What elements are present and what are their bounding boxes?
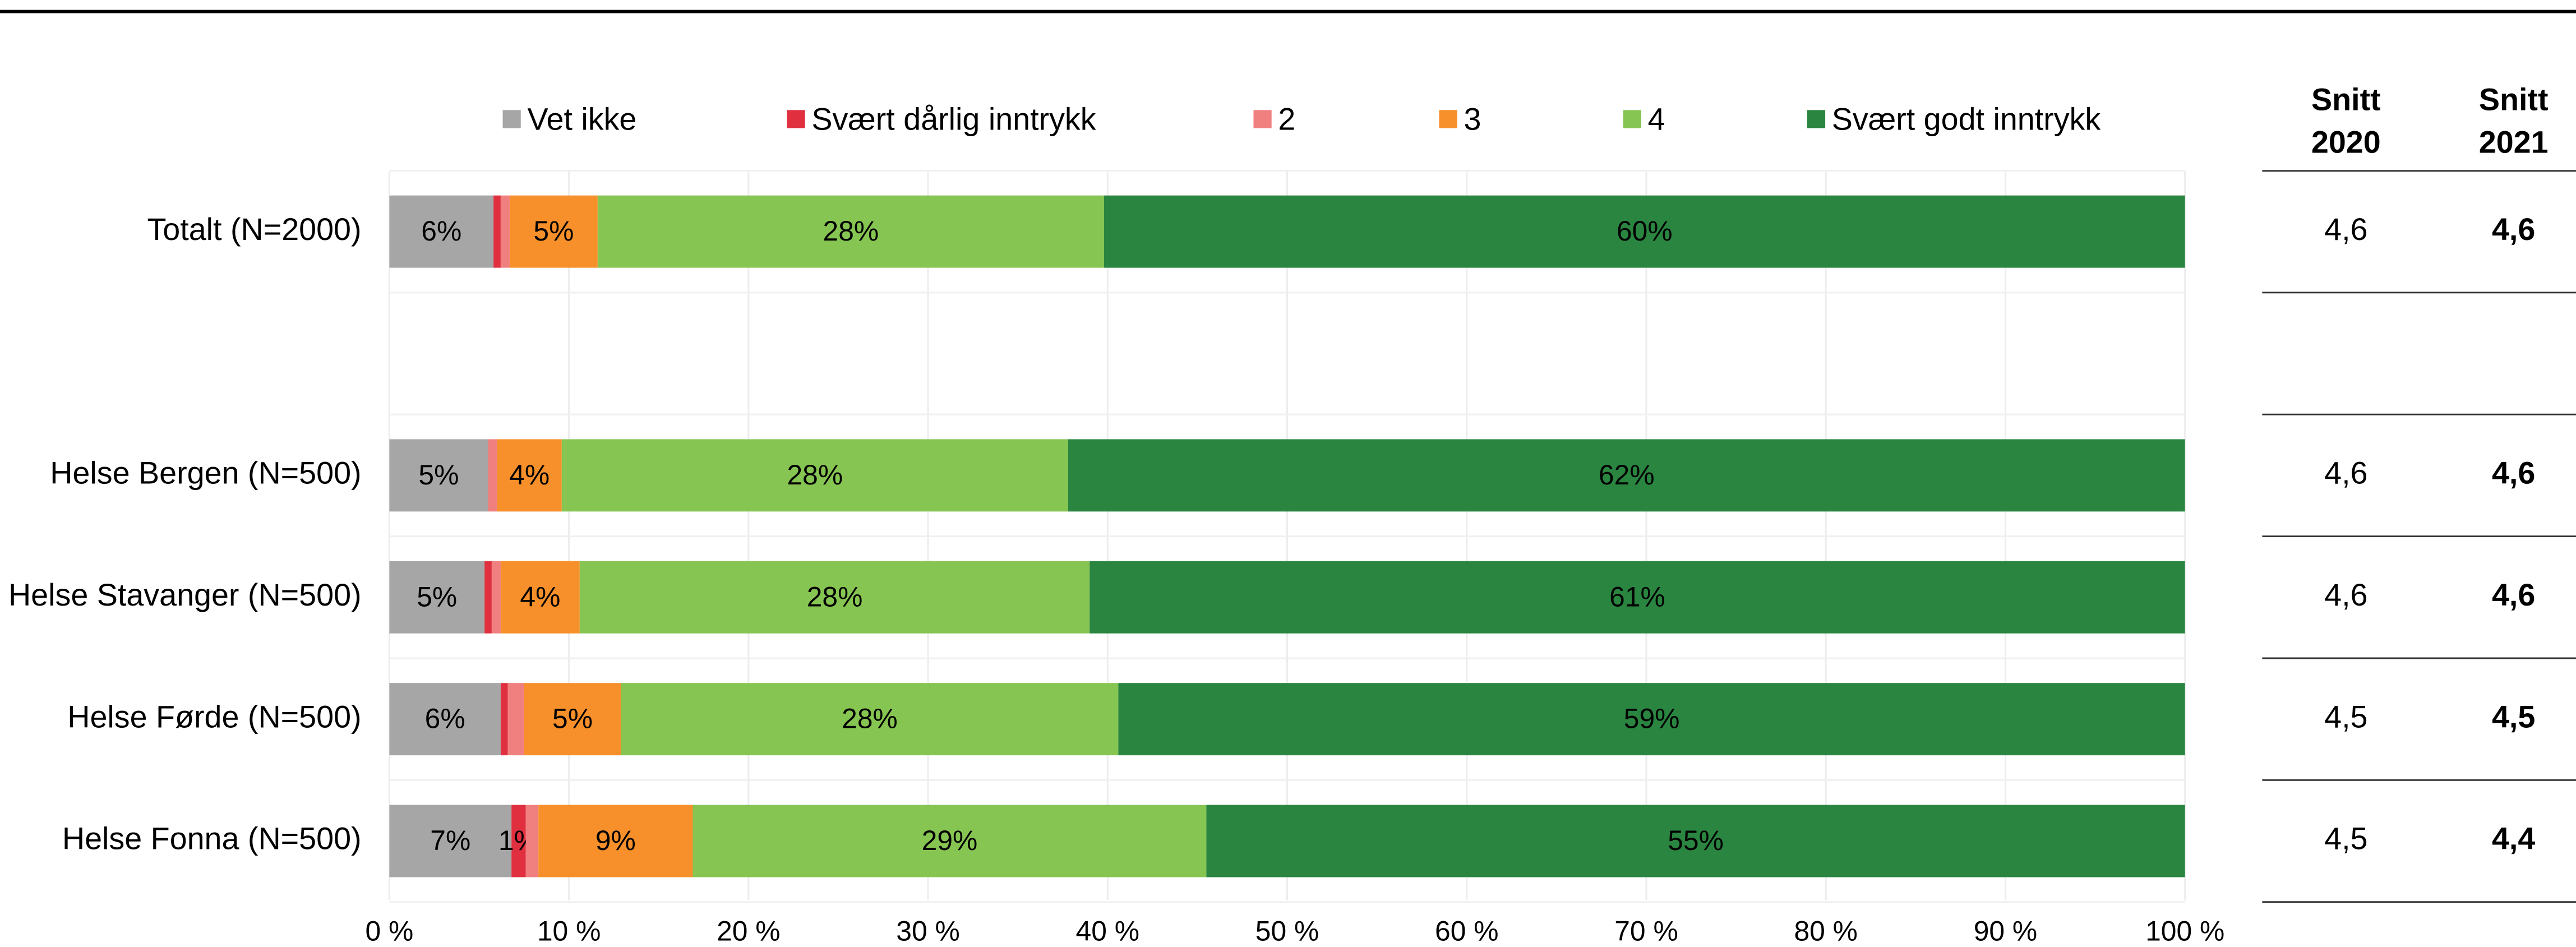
category-label: Helse Fonna (N=500)	[62, 821, 362, 856]
table-cell: 4,6	[2492, 578, 2535, 612]
bar-segment	[511, 805, 526, 877]
table-cell: 4,6	[2492, 212, 2535, 247]
x-tick-label: 30 %	[896, 915, 960, 946]
table-cell: 4,5	[2492, 699, 2535, 734]
data-label: 29%	[922, 825, 978, 856]
table-cell: 4,4	[2492, 821, 2535, 856]
bar-segment	[500, 561, 580, 634]
data-label: 5%	[533, 215, 574, 247]
legend-label: 2	[1278, 102, 1295, 137]
legend-swatch	[1623, 110, 1641, 128]
table-cell: 4,6	[2324, 578, 2367, 612]
category-label: Totalt (N=2000)	[147, 212, 361, 247]
legend-swatch	[1807, 110, 1826, 128]
bar-segment	[1206, 805, 2185, 877]
bar-segment	[389, 561, 485, 634]
x-tick-label: 40 %	[1076, 915, 1140, 946]
x-tick-label: 70 %	[1614, 915, 1678, 946]
data-label: 28%	[787, 459, 843, 491]
bar-segment	[579, 561, 1090, 634]
table-cell: 4,5	[2324, 821, 2367, 856]
legend-swatch	[787, 110, 805, 128]
bar-segment	[507, 683, 524, 756]
bar-segment	[1104, 195, 2185, 268]
bar-segment	[1068, 439, 2185, 512]
data-label: 4%	[520, 581, 560, 612]
bar-segment	[693, 805, 1207, 877]
bar-segment	[497, 439, 562, 512]
table-header: 2020	[2311, 125, 2381, 160]
table-cell: 4,6	[2324, 456, 2367, 491]
bar-segment	[509, 195, 598, 268]
data-label: 28%	[823, 215, 879, 247]
bar-segment	[1090, 561, 2185, 634]
x-tick-label: 20 %	[717, 915, 781, 946]
bar-segment	[597, 195, 1104, 268]
data-label: 59%	[1624, 703, 1680, 734]
legend-swatch	[1253, 110, 1272, 128]
x-tick-label: 0 %	[365, 915, 413, 946]
data-label: 5%	[552, 703, 593, 734]
data-label: 4%	[509, 459, 550, 491]
bar-segment	[1118, 683, 2185, 756]
data-label: 62%	[1599, 459, 1655, 491]
x-tick-label: 50 %	[1255, 915, 1319, 946]
legend-label: Svært dårlig inntrykk	[811, 102, 1096, 137]
data-label: 6%	[425, 703, 465, 734]
table-cell: 4,5	[2324, 699, 2367, 734]
legend-label: Svært godt inntrykk	[1832, 102, 2101, 137]
data-label: 55%	[1668, 825, 1724, 856]
bar-segment	[621, 683, 1119, 756]
table-header: Snitt	[2311, 82, 2381, 117]
table-header: Snitt	[2479, 82, 2549, 117]
bar-segment	[525, 805, 539, 877]
table-header: 2021	[2479, 125, 2549, 160]
bar-segment	[389, 683, 501, 756]
legend-label: 3	[1464, 102, 1481, 137]
table-cell: 4,6	[2492, 456, 2535, 491]
data-label: 61%	[1609, 581, 1665, 612]
x-tick-label: 60 %	[1435, 915, 1499, 946]
legend-swatch	[1439, 110, 1457, 128]
category-label: Helse Bergen (N=500)	[50, 456, 361, 491]
bar-segment	[493, 195, 501, 268]
data-label: 28%	[842, 703, 898, 734]
legend-swatch	[502, 110, 521, 128]
bar-segment	[389, 439, 488, 512]
data-label: 5%	[417, 581, 457, 612]
bar-segment	[538, 805, 693, 877]
x-tick-label: 10 %	[537, 915, 601, 946]
data-label: 5%	[418, 459, 459, 491]
bar-segment	[491, 561, 501, 634]
x-tick-label: 100 %	[2145, 915, 2224, 946]
x-tick-label: 80 %	[1794, 915, 1858, 946]
data-label: 60%	[1617, 215, 1673, 247]
table-cell: 4,6	[2324, 212, 2367, 247]
category-label: Helse Førde (N=500)	[67, 699, 361, 734]
x-tick-label: 90 %	[1974, 915, 2038, 946]
category-label: Helse Stavanger (N=500)	[8, 578, 362, 612]
bar-segment	[500, 195, 510, 268]
bar-segment	[524, 683, 621, 756]
bar-segment	[389, 195, 494, 268]
data-label: 7%	[430, 825, 470, 856]
bar-segment	[484, 561, 492, 634]
legend-label: 4	[1648, 102, 1665, 137]
data-label: 9%	[595, 825, 636, 856]
bar-segment	[500, 683, 508, 756]
data-label: 28%	[807, 581, 863, 612]
bar-segment	[389, 805, 512, 877]
legend-label: Vet ikke	[527, 102, 636, 137]
bar-segment	[561, 439, 1068, 512]
bar-segment	[488, 439, 497, 512]
data-label: 6%	[421, 215, 461, 247]
